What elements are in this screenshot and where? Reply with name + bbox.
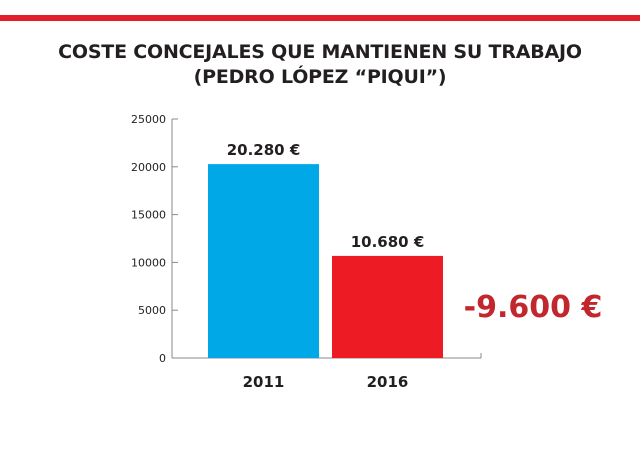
top-accent-bar (0, 15, 640, 21)
labels: 20.280 € 2011 10.680 € 2016 -9.600 € (227, 141, 603, 391)
bar-2011 (208, 164, 319, 358)
y-tick-label: 5000 (138, 304, 166, 317)
x-tick-label-2011: 2011 (243, 373, 285, 391)
y-tick-label: 10000 (131, 256, 166, 269)
difference-annotation: -9.600 € (464, 290, 603, 325)
bars (208, 164, 443, 358)
y-tick-label: 20000 (131, 161, 166, 174)
y-tick-label: 0 (159, 352, 166, 365)
data-label-2011: 20.280 € (227, 141, 301, 159)
y-tick-label: 25000 (131, 113, 166, 126)
data-label-2016: 10.680 € (351, 233, 425, 251)
chart-subtitle: (PEDRO LÓPEZ “PIQUI”) (193, 66, 447, 88)
chart-title-line1: COSTE CONCEJALES QUE MANTIENEN SU TRABAJ… (58, 41, 582, 63)
x-tick-label-2016: 2016 (367, 373, 409, 391)
y-tick-label: 15000 (131, 209, 166, 222)
chart-title: COSTE CONCEJALES QUE MANTIENEN SU TRABAJ… (0, 40, 640, 90)
bar-2016 (332, 255, 443, 358)
